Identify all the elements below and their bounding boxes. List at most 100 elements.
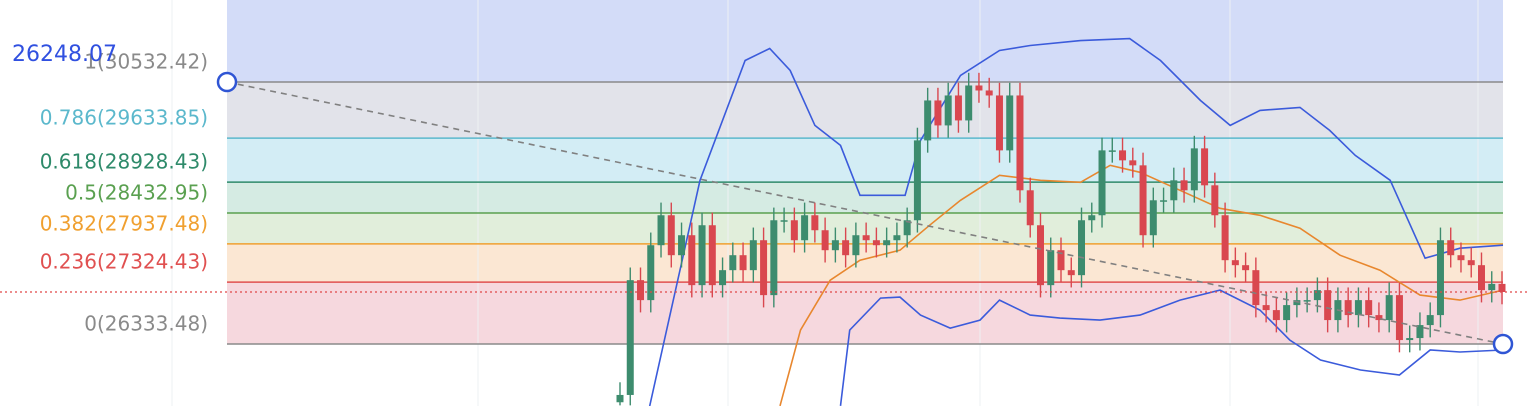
fib-label: 0.618(28928.43) xyxy=(40,150,208,174)
candle-body xyxy=(698,225,706,286)
candle-body xyxy=(1221,215,1229,261)
candle-body xyxy=(862,235,870,241)
candle-body xyxy=(1006,95,1014,151)
candle-body xyxy=(1190,148,1198,191)
fib-label: 0.786(29633.85) xyxy=(40,106,208,130)
candle-body xyxy=(1139,165,1147,236)
fib-zone xyxy=(227,138,1503,183)
candle-body xyxy=(1078,220,1086,276)
candle-body xyxy=(1242,265,1250,271)
upper-zone xyxy=(227,0,1503,83)
candle-body xyxy=(626,280,634,395)
candle-body xyxy=(1160,200,1168,202)
candle-body xyxy=(1283,305,1291,321)
candle-body xyxy=(1436,240,1444,316)
candle-body xyxy=(985,90,993,96)
candle-body xyxy=(780,220,788,222)
candle-body xyxy=(1477,265,1485,291)
candle-body xyxy=(1313,290,1321,301)
fib-label: 0.382(27937.48) xyxy=(40,211,208,235)
candle-body xyxy=(1036,225,1044,286)
candle-body xyxy=(729,255,737,271)
candle-body xyxy=(1129,160,1137,166)
candle-body xyxy=(1395,295,1403,341)
candle-body xyxy=(1098,150,1106,216)
candle-body xyxy=(667,215,675,256)
candle-body xyxy=(688,235,696,286)
candle-body xyxy=(770,220,778,296)
candle-body xyxy=(1375,315,1383,321)
candle-body xyxy=(995,95,1003,151)
candle-body xyxy=(1365,300,1373,316)
handle[interactable] xyxy=(216,71,238,93)
candle-body xyxy=(678,235,686,256)
candle-body xyxy=(821,230,829,251)
candle-body xyxy=(616,394,624,403)
candle-body xyxy=(811,215,819,231)
candle-body xyxy=(1354,300,1362,316)
fib-zone xyxy=(227,182,1503,214)
fib-zones xyxy=(227,0,1503,345)
candle-body xyxy=(893,235,901,241)
candle-body xyxy=(1488,283,1496,291)
candle-body xyxy=(801,215,809,241)
candle-body xyxy=(1180,180,1188,191)
candle-body xyxy=(1272,310,1280,321)
trend-line xyxy=(226,81,1504,345)
fib-label: 0.236(27324.43) xyxy=(40,250,208,274)
handle[interactable] xyxy=(1492,333,1514,355)
candle-body xyxy=(1231,260,1239,266)
candle-body xyxy=(708,225,716,286)
candle-body xyxy=(965,85,973,121)
candle-body xyxy=(1293,300,1301,306)
band-line xyxy=(648,37,1504,406)
candle-body xyxy=(1026,190,1034,226)
band-line xyxy=(779,164,1504,406)
candle-body xyxy=(1211,185,1219,216)
candle-body xyxy=(1119,150,1127,161)
candle-body xyxy=(1467,260,1475,266)
candle-body xyxy=(1344,300,1352,316)
candle-body xyxy=(1088,215,1096,221)
candle-body xyxy=(749,240,757,271)
candle-body xyxy=(1067,270,1075,276)
fib-label: 1(30532.42) xyxy=(84,50,208,74)
candle-body xyxy=(719,270,727,286)
candle-body xyxy=(1057,250,1065,271)
candle-body xyxy=(790,220,798,241)
candle-body xyxy=(934,100,942,126)
candle-body xyxy=(647,245,655,301)
bands xyxy=(648,37,1504,406)
candle-body xyxy=(1108,150,1116,152)
candle-body xyxy=(975,85,983,91)
candle-body xyxy=(842,240,850,256)
fib-label: 0.5(28432.95) xyxy=(65,181,208,205)
fib-zone xyxy=(227,82,1503,139)
candle-body xyxy=(760,240,768,296)
candle-body xyxy=(1170,180,1178,201)
candle-body xyxy=(913,140,921,221)
candle-body xyxy=(954,95,962,121)
candle-body xyxy=(1416,325,1424,339)
candle-body xyxy=(1385,295,1393,321)
candle-body xyxy=(1426,315,1434,326)
candle-body xyxy=(1262,305,1270,311)
fib-label: 0(26333.48) xyxy=(84,312,208,336)
candle-body xyxy=(1201,148,1209,186)
grid xyxy=(171,0,1479,406)
candle-body xyxy=(1149,200,1157,236)
candle-body xyxy=(1457,255,1465,261)
candle-body xyxy=(1498,283,1506,293)
price-label: 26248.07 xyxy=(12,42,117,67)
candle-body xyxy=(739,255,747,271)
candle-body xyxy=(944,95,952,126)
candle-body xyxy=(1303,300,1311,302)
candle-body xyxy=(1324,290,1332,321)
candle-body xyxy=(1447,240,1455,256)
candle-body xyxy=(657,215,665,246)
candle-body xyxy=(872,240,880,246)
candle-body xyxy=(1047,250,1055,286)
band-line xyxy=(839,289,1504,406)
candle-body xyxy=(1406,338,1414,341)
